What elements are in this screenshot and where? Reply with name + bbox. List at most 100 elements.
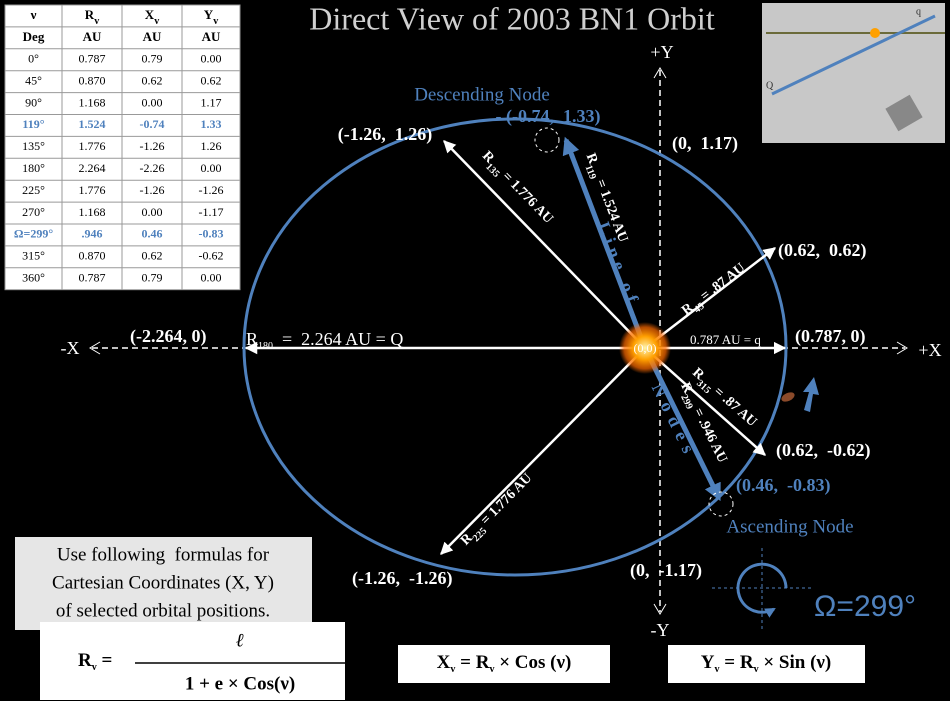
table-cell: 0° bbox=[28, 52, 39, 66]
text-part: R bbox=[246, 329, 258, 349]
formula: Xv = Rv × Cos (ν) bbox=[437, 652, 572, 674]
header-main: R bbox=[85, 7, 95, 22]
point-label: (-2.264, 0) bbox=[130, 326, 206, 347]
header-main: Y bbox=[204, 7, 214, 22]
table-cell: -1.26 bbox=[140, 183, 165, 197]
perihelion-label: 0.787 AU = q bbox=[690, 332, 761, 347]
header-sub: v bbox=[154, 16, 159, 27]
table-cell: 0.870 bbox=[79, 73, 106, 87]
subscript: v bbox=[489, 664, 494, 675]
note-line: Use following formulas for bbox=[57, 544, 270, 565]
y-formula: Yv = Rv × Sin (ν) bbox=[668, 645, 865, 683]
y-arrows bbox=[653, 67, 667, 615]
table-cell: 1.776 bbox=[79, 139, 106, 153]
inset-orbit bbox=[771, 14, 936, 96]
header-sub: v bbox=[213, 16, 218, 27]
table-cell: 0.62 bbox=[201, 73, 222, 87]
f-sub: v bbox=[92, 662, 97, 673]
point-label: (0.46, -0.83) bbox=[736, 475, 830, 496]
inset-image: q Q bbox=[762, 3, 945, 143]
formula-box bbox=[398, 645, 610, 683]
note-line: of selected orbital positions. bbox=[56, 600, 270, 621]
table-cell: 1.33 bbox=[201, 117, 222, 131]
point-label: (-1.26, -1.26) bbox=[352, 568, 452, 589]
table-cell: 0.00 bbox=[201, 271, 222, 285]
header-cell: Xv bbox=[145, 7, 159, 27]
omega-arc bbox=[736, 562, 788, 618]
title: Direct View of 2003 BN1 Orbit bbox=[309, 0, 715, 36]
table-cell: 0.62 bbox=[142, 73, 163, 87]
table-cell: 1.776 bbox=[79, 183, 106, 197]
node-marker bbox=[534, 127, 560, 153]
motion-arrow bbox=[803, 377, 819, 412]
unit-cell: AU bbox=[83, 29, 102, 44]
table-cell: 135° bbox=[22, 139, 45, 153]
f-part: R bbox=[78, 650, 92, 671]
table-cell: 0.00 bbox=[142, 95, 163, 109]
table-cell: Ω=299° bbox=[14, 227, 53, 241]
formula: Yv = Rv × Sin (ν) bbox=[701, 652, 831, 674]
table-cell: 360° bbox=[22, 271, 45, 285]
node-line bbox=[562, 136, 648, 349]
table-cell: 2.264 bbox=[79, 161, 106, 175]
point-label: (0, -1.17) bbox=[630, 560, 702, 581]
omega-label: Ω=299° bbox=[814, 590, 916, 623]
subscript: v bbox=[715, 664, 720, 675]
text-part: = 2.264 AU = Q bbox=[273, 329, 403, 349]
unit-cell: AU bbox=[202, 29, 221, 44]
table-cell: 0.79 bbox=[142, 52, 163, 66]
header-sub: v bbox=[94, 16, 99, 27]
omega-symbol: Ω=299° bbox=[712, 548, 916, 630]
x-arrows bbox=[89, 341, 908, 355]
header-main: X bbox=[145, 7, 155, 22]
table-cell: -1.26 bbox=[199, 183, 224, 197]
note-box bbox=[15, 537, 312, 630]
line-of-nodes bbox=[562, 136, 722, 502]
node-line bbox=[642, 346, 722, 502]
text-part: = R bbox=[455, 652, 489, 673]
denominator: 1 + e × Cos(ν) bbox=[185, 673, 295, 694]
axis-label: -Y bbox=[651, 620, 670, 640]
axis-label: -X bbox=[61, 338, 80, 358]
radius-line bbox=[644, 247, 776, 349]
table-cell: .946 bbox=[82, 227, 103, 241]
x-formula: Xv = Rv × Cos (ν) bbox=[398, 645, 610, 683]
text-part: × Sin (ν) bbox=[759, 652, 832, 673]
inset-q: q bbox=[916, 6, 921, 17]
radius-line bbox=[440, 347, 646, 555]
node-marker bbox=[708, 491, 734, 517]
table-cell: 0.00 bbox=[201, 161, 222, 175]
origin-label: (0,0) bbox=[634, 341, 657, 355]
point-label: (0, 1.17) bbox=[672, 133, 738, 154]
formula-box bbox=[668, 645, 865, 683]
subscript: 180 bbox=[258, 341, 273, 352]
table-cell: -0.83 bbox=[199, 227, 224, 241]
table-cell: 45° bbox=[25, 73, 42, 87]
header-cell: Rv bbox=[85, 7, 99, 27]
text-part: X bbox=[437, 652, 451, 673]
subscript: 119 bbox=[583, 163, 598, 180]
table-cell: 0.00 bbox=[142, 205, 163, 219]
table-cell: 1.168 bbox=[79, 95, 106, 109]
unit-cell: AU bbox=[143, 29, 162, 44]
table-cell: 225° bbox=[22, 183, 45, 197]
axes: +Y -Y -X +X bbox=[61, 42, 942, 640]
table-cell: 1.17 bbox=[201, 95, 222, 109]
table-cell: 315° bbox=[22, 249, 45, 263]
table-cell: 0.787 bbox=[79, 52, 106, 66]
text-part: × Cos (ν) bbox=[494, 652, 571, 673]
formula-lhs: Rv = bbox=[78, 650, 112, 672]
inset-Q: Q bbox=[766, 80, 774, 91]
axis-label: +X bbox=[918, 340, 941, 360]
point-label: - (-0.74, 1.33) bbox=[496, 106, 601, 127]
inset-icon bbox=[885, 94, 923, 132]
table-cell: 0.787 bbox=[79, 271, 106, 285]
note-line: Cartesian Coordinates (X, Y) bbox=[52, 572, 274, 593]
subscript: v bbox=[450, 664, 455, 675]
r-formula: Rv = ℓ 1 + e × Cos(ν) bbox=[40, 622, 345, 700]
formula-box bbox=[40, 622, 345, 700]
point-label: (-1.26, 1.26) bbox=[338, 124, 432, 145]
radius-line bbox=[443, 140, 646, 349]
